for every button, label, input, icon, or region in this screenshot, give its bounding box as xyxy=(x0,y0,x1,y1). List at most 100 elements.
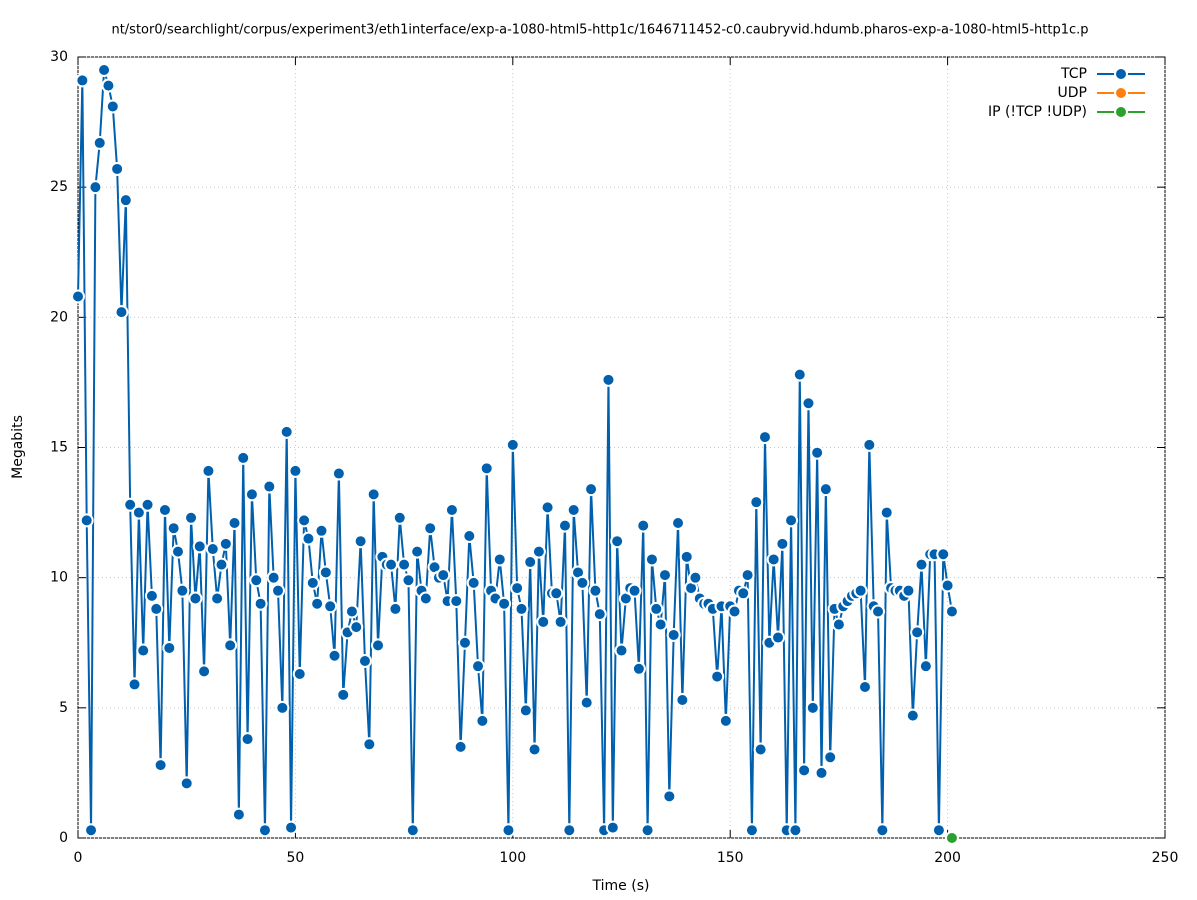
point xyxy=(475,713,490,728)
point xyxy=(227,515,242,530)
point xyxy=(131,505,146,520)
point xyxy=(862,437,877,452)
point xyxy=(627,583,642,598)
point xyxy=(327,648,342,663)
point xyxy=(801,396,816,411)
point xyxy=(757,430,772,445)
point xyxy=(92,135,107,150)
point xyxy=(257,823,272,838)
point xyxy=(471,659,486,674)
point xyxy=(140,497,155,512)
point xyxy=(114,305,129,320)
point xyxy=(305,575,320,590)
point xyxy=(105,99,120,114)
point xyxy=(188,591,203,606)
point xyxy=(740,568,755,583)
point xyxy=(636,518,651,533)
point xyxy=(362,737,377,752)
point xyxy=(466,575,481,590)
point xyxy=(640,823,655,838)
point xyxy=(101,78,116,93)
point xyxy=(357,653,372,668)
point xyxy=(875,823,890,838)
point xyxy=(405,823,420,838)
point xyxy=(231,807,246,822)
point xyxy=(744,823,759,838)
point xyxy=(631,661,646,676)
x-tick-label: 100 xyxy=(499,850,526,866)
point xyxy=(462,529,477,544)
point xyxy=(584,482,599,497)
point xyxy=(310,596,325,611)
point xyxy=(418,591,433,606)
point xyxy=(814,765,829,780)
point xyxy=(649,601,664,616)
point xyxy=(401,573,416,588)
y-tick-label: 5 xyxy=(59,700,68,716)
x-tick-label: 0 xyxy=(74,850,83,866)
point xyxy=(97,63,112,78)
point xyxy=(536,614,551,629)
point xyxy=(197,664,212,679)
x-tick-label: 250 xyxy=(1152,850,1179,866)
point xyxy=(205,542,220,557)
point xyxy=(84,823,99,838)
point xyxy=(510,581,525,596)
point xyxy=(644,552,659,567)
point xyxy=(136,643,151,658)
point xyxy=(171,544,186,559)
point xyxy=(918,659,933,674)
plot-frame xyxy=(77,56,1166,839)
point xyxy=(527,742,542,757)
x-tick-label: 50 xyxy=(286,850,304,866)
x-tick-label: 150 xyxy=(717,850,744,866)
point xyxy=(249,573,264,588)
point xyxy=(653,617,668,632)
point xyxy=(914,557,929,572)
point xyxy=(766,552,781,567)
point xyxy=(871,604,886,619)
point xyxy=(349,620,364,635)
point xyxy=(318,565,333,580)
point xyxy=(549,586,564,601)
point xyxy=(301,531,316,546)
point xyxy=(553,614,568,629)
point xyxy=(336,687,351,702)
point xyxy=(905,708,920,723)
point xyxy=(679,549,694,564)
point xyxy=(284,820,299,835)
point xyxy=(449,594,464,609)
point xyxy=(662,789,677,804)
y-tick-label: 30 xyxy=(50,49,68,65)
y-tick-label: 20 xyxy=(50,309,68,325)
point xyxy=(753,742,768,757)
point xyxy=(931,823,946,838)
point xyxy=(853,583,868,598)
point xyxy=(940,578,955,593)
point xyxy=(184,510,199,525)
point xyxy=(797,763,812,778)
point xyxy=(110,161,125,176)
y-tick-label: 10 xyxy=(50,570,68,586)
point xyxy=(127,677,142,692)
point xyxy=(944,604,959,619)
point xyxy=(166,521,181,536)
legend-marker xyxy=(1114,105,1128,119)
point xyxy=(575,575,590,590)
point xyxy=(149,601,164,616)
point xyxy=(262,479,277,494)
chart-title: nt/stor0/searchlight/corpus/experiment3/… xyxy=(111,23,1088,38)
point xyxy=(118,193,133,208)
point xyxy=(331,466,346,481)
point xyxy=(944,831,959,845)
point xyxy=(144,588,159,603)
point xyxy=(223,638,238,653)
point xyxy=(614,643,629,658)
point xyxy=(771,630,786,645)
point xyxy=(523,555,538,570)
point xyxy=(749,495,764,510)
point xyxy=(531,544,546,559)
point xyxy=(823,750,838,765)
point xyxy=(666,627,681,642)
y-tick-label: 15 xyxy=(50,440,68,456)
